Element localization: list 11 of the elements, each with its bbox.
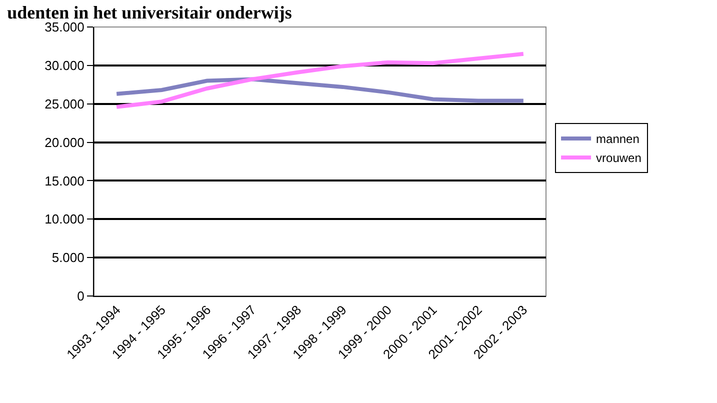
y-tick-label: 25.000 (44, 96, 84, 112)
legend-label: mannen (596, 132, 640, 146)
y-tick-label: 5.000 (52, 250, 84, 266)
y-tick-label: 30.000 (44, 58, 84, 73)
line-series (114, 77, 526, 103)
legend-label: vrouwen (596, 151, 642, 166)
y-tick-label: 0 (77, 288, 84, 304)
y-tick-label: 20.000 (44, 134, 84, 150)
y-tick-label: 15.000 (44, 173, 84, 188)
y-tick-label: 10.000 (44, 212, 84, 227)
line-series (114, 52, 526, 109)
